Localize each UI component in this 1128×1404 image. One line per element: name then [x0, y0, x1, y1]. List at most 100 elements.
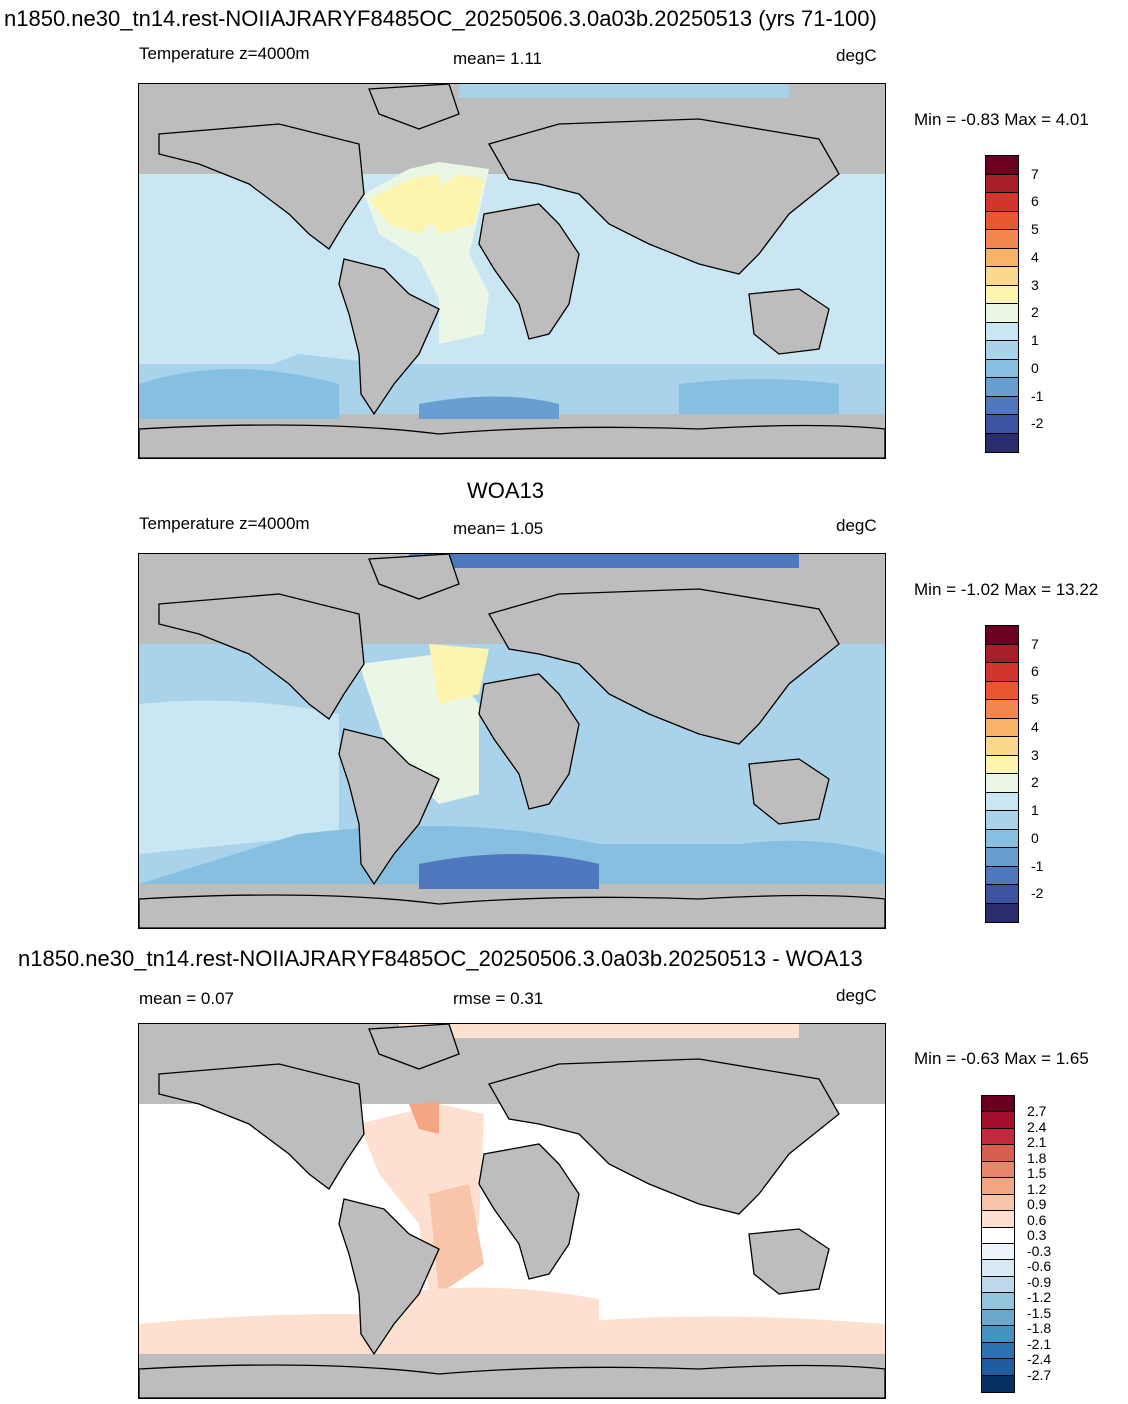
colorbar-tick-label: 5: [1031, 691, 1039, 707]
colorbar-cell: [986, 681, 1018, 700]
colorbar-cell: [986, 866, 1018, 885]
colorbar-cell: [982, 1194, 1014, 1212]
colorbar-cell: [986, 248, 1018, 267]
colorbar-cell: [982, 1145, 1014, 1162]
colorbar-cell: [986, 774, 1018, 793]
panel3-title: n1850.ne30_tn14.rest-NOIIAJRARYF8485OC_2…: [18, 946, 863, 971]
colorbar-tick-label: -2.4: [1027, 1351, 1052, 1368]
colorbar-cell: [986, 415, 1018, 434]
colorbar-tick-label: -1.8: [1027, 1320, 1052, 1337]
colorbar-cell: [986, 848, 1018, 867]
panel2-mean-label: mean= 1.05: [453, 519, 544, 538]
colorbar-cell: [986, 663, 1018, 682]
colorbar-cell: [982, 1096, 1014, 1113]
panel3-rmse-label: rmse = 0.31: [453, 989, 544, 1008]
colorbar-cell: [986, 433, 1018, 452]
panel2-units-label: degC: [836, 516, 877, 535]
colorbar-cell: [986, 737, 1018, 756]
colorbar-tick-label: -1.5: [1027, 1304, 1052, 1321]
colorbar-cell: [986, 193, 1018, 212]
colorbar-cell: [982, 1128, 1014, 1146]
colorbar-tick-label: 2.4: [1027, 1118, 1047, 1135]
colorbar-cell: [986, 885, 1018, 904]
panel1-minmax-label: Min = -0.83 Max = 4.01: [914, 110, 1089, 129]
panel2-title: WOA13: [467, 478, 545, 503]
colorbar-cell: [982, 1359, 1014, 1376]
colorbar-cell: [982, 1342, 1014, 1360]
colorbar-tick-label: 0.6: [1027, 1211, 1047, 1228]
colorbar-cell: [986, 626, 1018, 645]
colorbar-cell: [982, 1260, 1014, 1277]
colorbar-tick-label: 5: [1031, 221, 1039, 237]
colorbar-tick-label: 2.1: [1027, 1134, 1047, 1151]
colorbar-tick-label: 2: [1031, 304, 1039, 321]
colorbar-tick-label: -0.3: [1027, 1242, 1052, 1259]
colorbar-cell: [982, 1309, 1014, 1327]
colorbar-tick-label: -2.1: [1027, 1335, 1052, 1352]
colorbar-tick-label: 4: [1031, 248, 1039, 265]
colorbar-tick-label: 0.3: [1027, 1227, 1047, 1244]
colorbar-cell: [982, 1211, 1014, 1228]
panel3-units-label: degC: [836, 986, 877, 1005]
colorbar-cell: [986, 174, 1018, 193]
colorbar-tick-label: 0: [1031, 829, 1039, 846]
colorbar-cell: [986, 718, 1018, 737]
colorbar-cell: [986, 755, 1018, 774]
colorbar-cell: [982, 1293, 1014, 1310]
colorbar-cell: [982, 1227, 1014, 1244]
panel1-mean-label: mean= 1.11: [453, 49, 543, 68]
colorbar-cell: [986, 792, 1018, 811]
colorbar-cell: [986, 211, 1018, 230]
colorbar-cell: [986, 700, 1018, 719]
colorbar-cell: [982, 1112, 1014, 1129]
colorbar-cell: [986, 811, 1018, 830]
colorbar-cell: [986, 304, 1018, 323]
colorbar-tick-label: -2: [1031, 885, 1044, 902]
colorbar-cell: [986, 322, 1018, 341]
panel3-minmax-label: Min = -0.63 Max = 1.65: [914, 1049, 1089, 1068]
colorbar-tick-label: 3: [1031, 746, 1039, 763]
colorbar-tick-label: 1: [1031, 802, 1039, 818]
panel2-variable-label: Temperature z=4000m: [139, 514, 310, 533]
panel2-colorbar: [985, 625, 1019, 923]
colorbar-tick-label: 2: [1031, 774, 1039, 791]
colorbar-cell: [982, 1326, 1014, 1343]
colorbar-tick-label: 4: [1031, 718, 1039, 735]
colorbar-tick-label: -2.7: [1027, 1366, 1052, 1383]
colorbar-cell: [986, 230, 1018, 249]
panel3-difference-map: [138, 1023, 886, 1399]
colorbar-tick-label: -1.2: [1027, 1289, 1052, 1306]
colorbar-cell: [982, 1276, 1014, 1294]
panel1-variable-label: Temperature z=4000m: [139, 44, 310, 63]
colorbar-tick-label: 3: [1031, 276, 1039, 293]
panel2-minmax-label: Min = -1.02 Max = 13.22: [914, 580, 1099, 599]
colorbar-cell: [986, 378, 1018, 397]
panel3-colorbar: [981, 1095, 1015, 1393]
colorbar-cell: [982, 1178, 1014, 1195]
colorbar-tick-label: 7: [1031, 165, 1039, 182]
colorbar-tick-label: -1: [1031, 857, 1044, 874]
colorbar-cell: [986, 359, 1018, 378]
colorbar-tick-label: 0.9: [1027, 1196, 1047, 1213]
colorbar-cell: [986, 644, 1018, 663]
panel2-woa13-temperature-map: [138, 553, 886, 929]
colorbar-tick-label: -2: [1031, 415, 1044, 432]
colorbar-cell: [986, 341, 1018, 360]
panel1-model-temperature-map: [138, 83, 886, 459]
colorbar-tick-label: -0.6: [1027, 1258, 1052, 1275]
colorbar-tick-label: 6: [1031, 663, 1039, 680]
colorbar-tick-label: -0.9: [1027, 1273, 1052, 1290]
colorbar-cell: [986, 903, 1018, 922]
colorbar-cell: [986, 829, 1018, 848]
colorbar-tick-label: 1.2: [1027, 1180, 1047, 1197]
colorbar-cell: [982, 1375, 1014, 1392]
colorbar-cell: [982, 1244, 1014, 1261]
colorbar-tick-label: 1.5: [1027, 1165, 1047, 1182]
panel1-colorbar: [985, 155, 1019, 453]
colorbar-tick-label: 7: [1031, 635, 1039, 652]
colorbar-cell: [986, 396, 1018, 415]
colorbar-cell: [982, 1161, 1014, 1179]
colorbar-cell: [986, 267, 1018, 286]
panel1-units-label: degC: [836, 46, 877, 65]
panel3-mean-label: mean = 0.07: [139, 989, 234, 1008]
